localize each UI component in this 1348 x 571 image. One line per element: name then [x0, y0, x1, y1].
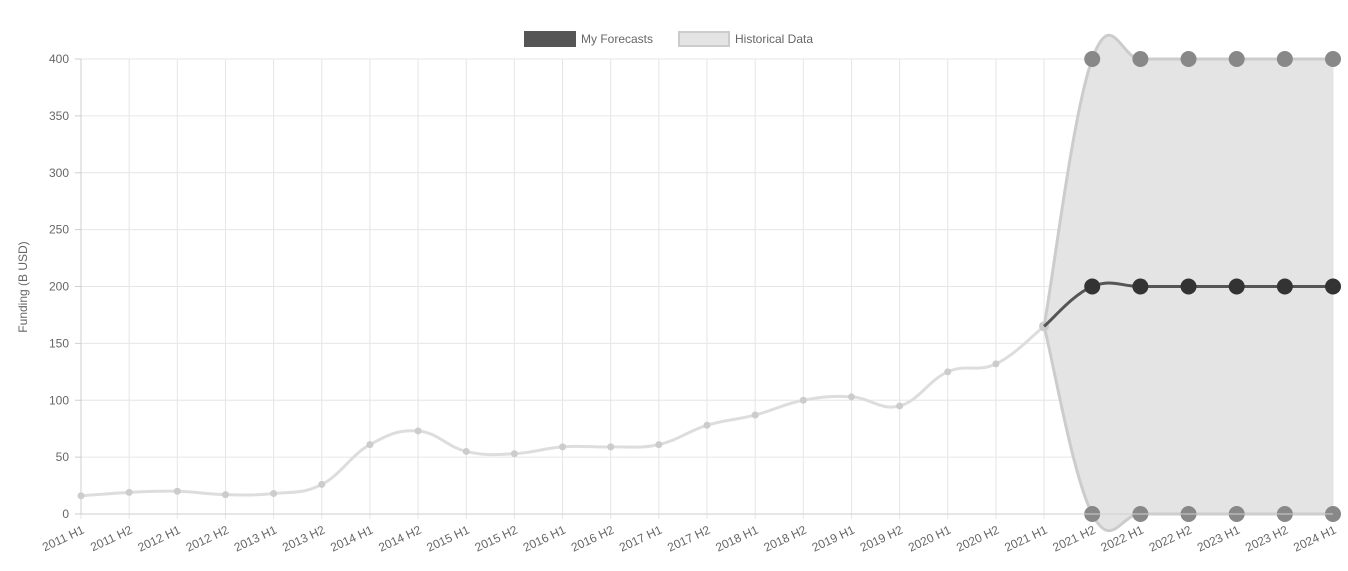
x-tick-label: 2020 H2: [954, 523, 1001, 555]
legend-item[interactable]: My Forecasts: [524, 31, 653, 47]
x-tick-label: 2018 H1: [713, 523, 760, 555]
forecast-point: [1325, 278, 1341, 295]
upper-bound-point: [1228, 51, 1245, 67]
y-tick-label: 250: [49, 223, 69, 237]
forecast-point: [1180, 278, 1197, 295]
x-tick-label: 2015 H2: [473, 523, 520, 555]
x-tick-label: 2023 H1: [1195, 523, 1242, 555]
forecast-series: [1043, 278, 1341, 328]
legend-swatch: [678, 31, 730, 47]
historical-point: [751, 411, 759, 419]
y-tick-label: 0: [62, 507, 69, 521]
grid-lines: [80, 58, 1334, 519]
historical-point: [992, 360, 1000, 368]
x-tick-label: 2022 H2: [1147, 523, 1194, 555]
x-tick-label: 2011 H1: [40, 523, 87, 555]
y-tick-label: 200: [49, 280, 69, 294]
x-tick-label: 2018 H2: [762, 523, 809, 555]
historical-point: [799, 396, 807, 404]
x-tick-label: 2019 H2: [858, 523, 905, 555]
historical-point: [221, 491, 229, 499]
y-tick-label: 400: [49, 52, 69, 66]
x-tick-label: 2017 H2: [665, 523, 712, 555]
x-tick-label: 2012 H2: [184, 523, 231, 555]
x-tick-label: 2019 H1: [810, 523, 857, 555]
historical-point: [270, 490, 278, 498]
x-tick-label: 2021 H2: [1051, 523, 1098, 555]
legend-item[interactable]: Historical Data: [678, 31, 813, 47]
upper-bound-point: [1276, 51, 1293, 67]
y-tick-label: 50: [56, 450, 70, 464]
y-tick-label: 350: [49, 109, 69, 123]
historical-point: [318, 480, 326, 488]
historical-point: [559, 443, 567, 451]
historical-point: [414, 427, 422, 435]
x-tick-label: 2015 H1: [425, 523, 472, 555]
historical-point: [366, 441, 374, 449]
upper-bound-point: [1325, 51, 1341, 67]
x-tick-label: 2011 H2: [88, 523, 135, 555]
historical-point: [173, 487, 181, 495]
x-tick-label: 2024 H1: [1291, 523, 1338, 555]
historical-point: [896, 402, 904, 410]
historical-point: [462, 447, 470, 455]
upper-bound-point: [1084, 51, 1101, 67]
y-tick-label: 100: [49, 393, 69, 407]
y-axis-title: Funding (B USD): [16, 241, 30, 332]
legend-label: Historical Data: [735, 32, 813, 46]
historical-point: [703, 421, 711, 429]
x-tick-label: 2013 H2: [280, 523, 327, 555]
historical-point: [847, 393, 855, 401]
x-tick-label: 2017 H1: [617, 523, 664, 555]
legend-label: My Forecasts: [581, 32, 653, 46]
x-tick-label: 2023 H2: [1243, 523, 1290, 555]
legend[interactable]: My Forecasts Historical Data: [524, 31, 813, 47]
historical-point: [944, 368, 952, 376]
forecast-point: [1084, 278, 1101, 295]
forecast-point: [1276, 278, 1293, 295]
historical-point: [125, 488, 133, 496]
historical-point: [655, 441, 663, 449]
x-tick-label: 2014 H1: [328, 523, 375, 555]
x-tick-label: 2016 H2: [569, 523, 616, 555]
x-tick-label: 2014 H2: [376, 523, 423, 555]
y-tick-label: 300: [49, 166, 69, 180]
x-tick-label: 2020 H1: [906, 523, 953, 555]
upper-bound-point: [1132, 51, 1149, 67]
x-tick-label: 2016 H1: [521, 523, 568, 555]
y-tick-label: 150: [49, 336, 69, 350]
historical-point: [510, 450, 518, 458]
forecast-point: [1132, 278, 1149, 295]
x-tick-label: 2021 H1: [1002, 523, 1049, 555]
x-tick-label: 2013 H1: [232, 523, 279, 555]
x-tick-label: 2012 H1: [136, 523, 183, 555]
historical-point: [607, 443, 615, 451]
historical-series: [77, 321, 1050, 500]
upper-bound-point: [1180, 51, 1197, 67]
forecast-point: [1228, 278, 1245, 295]
legend-swatch: [524, 31, 576, 47]
